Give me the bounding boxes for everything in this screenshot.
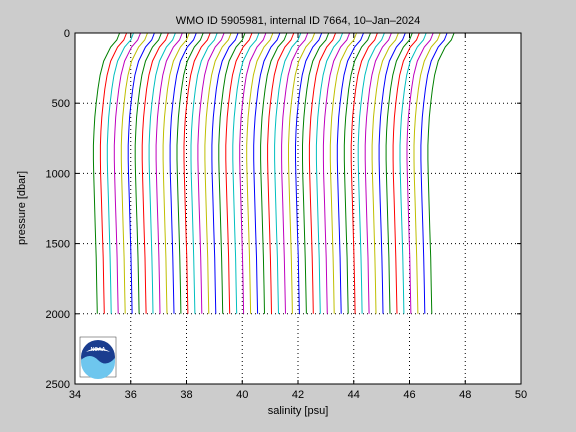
x-tick-label: 46 (403, 389, 415, 401)
x-tick-label: 48 (459, 389, 471, 401)
profile-line (308, 32, 337, 314)
profile-line (239, 32, 267, 314)
y-tick-label: 2500 (46, 379, 70, 391)
profile-line (232, 32, 260, 314)
profile-line (288, 32, 316, 314)
profile-line (155, 32, 183, 314)
profile-line (253, 32, 281, 314)
profile-line (267, 32, 295, 314)
profile-line (176, 32, 204, 314)
profile-line (211, 32, 239, 314)
x-tick-label: 36 (125, 389, 137, 401)
noaa-logo-wave (81, 356, 115, 379)
profile-line (385, 32, 413, 314)
chart-title: WMO ID 5905981, internal ID 7664, 10–Jan… (176, 15, 421, 27)
profile-line (302, 32, 330, 314)
profile-line (378, 32, 406, 314)
x-axis-label: salinity [psu] (268, 405, 329, 417)
x-tick-label: 38 (180, 389, 192, 401)
profile-line (357, 32, 385, 314)
profile-line (162, 32, 190, 314)
profile-line (350, 32, 378, 314)
profile-line (364, 32, 392, 314)
profile-line (190, 32, 218, 314)
profile-line (406, 32, 434, 314)
profile-line (99, 32, 128, 314)
profile-line (246, 32, 274, 314)
profile-line (336, 32, 364, 314)
profile-line (127, 32, 155, 314)
profile-line (141, 32, 169, 314)
profile-line (343, 32, 371, 314)
profile-line (315, 32, 344, 314)
noaa-logo-text: NOAA (91, 347, 106, 353)
profiles (92, 32, 455, 314)
profile-line (148, 32, 176, 314)
profile-line (204, 32, 232, 314)
y-tick-label: 0 (64, 28, 70, 40)
profile-line (420, 32, 448, 314)
y-axis-label: pressure [dbar] (16, 171, 28, 245)
profile-line (392, 32, 420, 314)
x-tick-label: 34 (69, 389, 81, 401)
x-tick-label: 44 (348, 389, 360, 401)
x-tick-label: 50 (515, 389, 527, 401)
profile-line (274, 32, 302, 314)
profile-line (183, 32, 211, 314)
profile-line (113, 32, 141, 314)
noaa-logo-bird (86, 348, 110, 352)
profile-line (120, 32, 148, 314)
profile-line (197, 32, 225, 314)
grid (75, 33, 521, 384)
profile-line (413, 32, 441, 314)
profile-line (218, 32, 246, 314)
profile-line (134, 32, 162, 314)
profile-line (399, 32, 427, 314)
profile-line (260, 32, 288, 314)
profile-line (92, 32, 121, 314)
x-tick-label: 40 (236, 389, 248, 401)
profile-line (322, 32, 351, 314)
profile-line (427, 32, 455, 314)
y-tick-label: 500 (52, 98, 70, 110)
profile-line (329, 32, 357, 314)
profile-line (371, 32, 399, 314)
profile-line (225, 32, 253, 314)
x-tick-label: 42 (292, 389, 304, 401)
profile-line (106, 32, 134, 314)
y-tick-label: 2000 (46, 309, 70, 321)
profile-line (295, 32, 323, 314)
y-tick-label: 1500 (46, 239, 70, 251)
y-tick-label: 1000 (46, 168, 70, 180)
profile-line (169, 32, 197, 314)
noaa-logo: NOAA (79, 336, 117, 379)
profile-line (281, 32, 309, 314)
